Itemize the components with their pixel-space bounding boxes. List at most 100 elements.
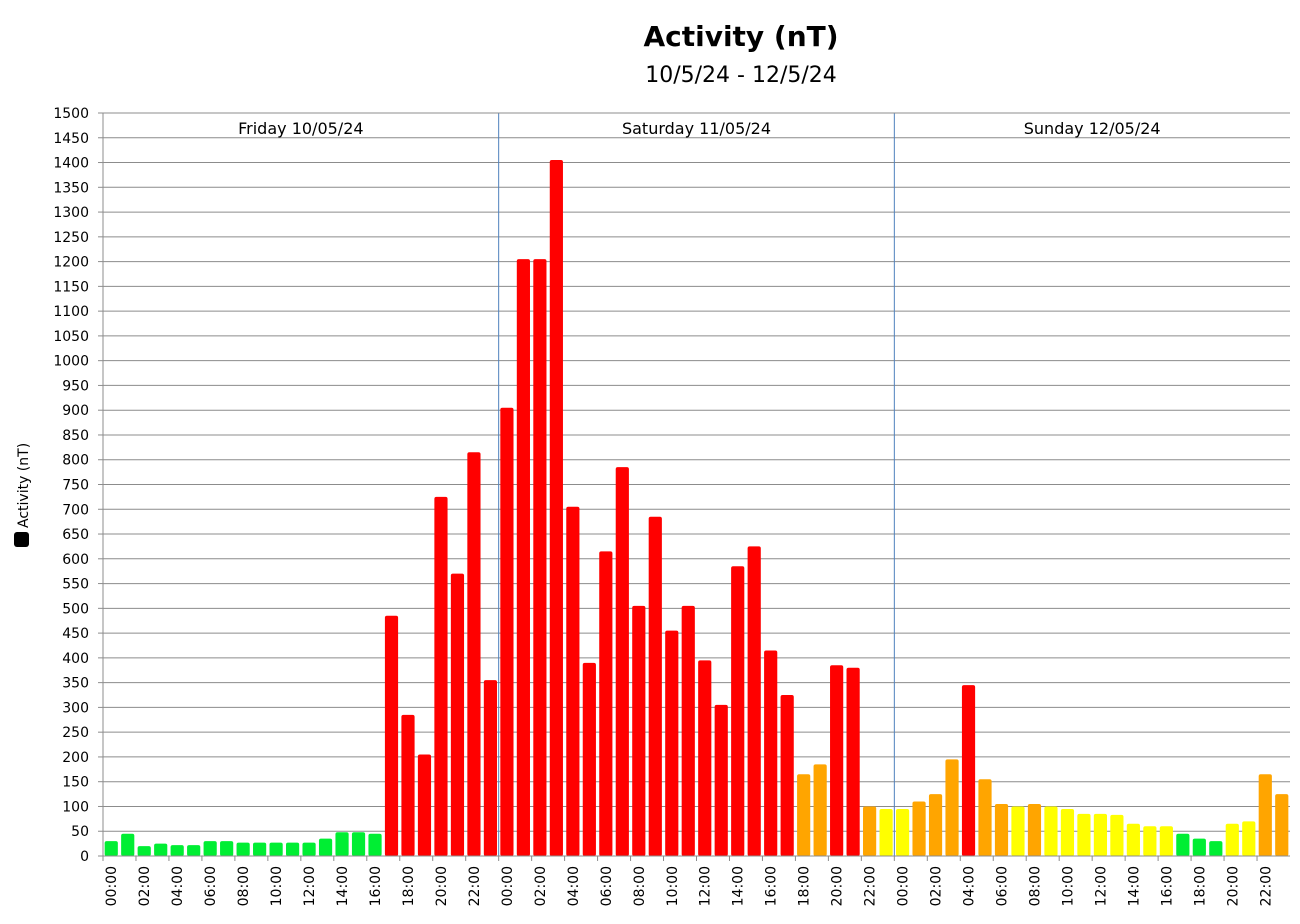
bar xyxy=(302,842,316,856)
x-tick-label: 00:00 xyxy=(500,866,516,906)
bar xyxy=(104,841,118,856)
bar xyxy=(665,630,679,856)
y-tick-label: 1200 xyxy=(53,255,89,271)
y-tick-label: 400 xyxy=(62,651,89,667)
bar xyxy=(879,808,893,856)
y-tick-label: 1300 xyxy=(53,205,89,221)
bar xyxy=(1011,806,1025,856)
y-tick-label: 600 xyxy=(62,552,89,568)
x-tick-label: 12:00 xyxy=(1093,866,1109,906)
bar xyxy=(286,842,300,856)
y-tick-label: 1400 xyxy=(53,156,89,172)
bar xyxy=(434,496,448,856)
bar xyxy=(582,662,596,856)
bar xyxy=(830,665,844,856)
x-tick-label: 20:00 xyxy=(1225,866,1241,906)
x-tick-label: 18:00 xyxy=(401,866,417,906)
y-axis-label: Activity (nT) xyxy=(16,443,32,528)
bar xyxy=(203,841,217,856)
bar xyxy=(1126,823,1140,856)
bar xyxy=(994,803,1009,856)
legend-swatch xyxy=(14,532,29,547)
bar xyxy=(533,259,547,856)
y-tick-label: 150 xyxy=(62,775,89,791)
x-tick-label: 06:00 xyxy=(203,866,219,906)
x-tick-label: 02:00 xyxy=(929,866,945,906)
bar xyxy=(516,259,530,856)
y-tick-label: 50 xyxy=(71,824,89,840)
bar xyxy=(1275,794,1289,856)
bar xyxy=(1159,826,1173,856)
day-label: Saturday 11/05/24 xyxy=(622,119,771,138)
y-tick-label: 100 xyxy=(62,799,89,815)
x-tick-label: 06:00 xyxy=(994,866,1010,906)
bar xyxy=(253,842,267,856)
bar xyxy=(500,407,514,856)
bar xyxy=(220,841,234,856)
bar xyxy=(154,843,168,856)
x-tick-label: 02:00 xyxy=(137,866,153,906)
y-tick-label: 0 xyxy=(80,849,89,865)
bar xyxy=(764,650,778,856)
bar xyxy=(813,764,827,856)
bar xyxy=(1242,821,1256,856)
y-tick-label: 800 xyxy=(62,453,89,469)
bar xyxy=(1143,826,1157,856)
y-axis-ticks: 0 50 100 150 200 250 300 350 400 450 500 550 600 650 7… xyxy=(53,106,103,865)
x-tick-label: 16:00 xyxy=(1159,866,1175,906)
bar xyxy=(978,779,992,856)
bar xyxy=(681,605,695,856)
x-tick-label: 14:00 xyxy=(1126,866,1142,906)
x-tick-label: 20:00 xyxy=(830,866,846,906)
day-label: Friday 10/05/24 xyxy=(238,119,363,138)
y-tick-label: 1050 xyxy=(53,329,89,345)
bar xyxy=(846,667,860,856)
bar xyxy=(648,516,662,856)
bar xyxy=(384,615,399,856)
y-tick-label: 500 xyxy=(62,601,89,617)
x-tick-label: 10:00 xyxy=(269,866,285,906)
x-axis-ticks: 00:00 02:00 04:00 06:00 08:00 10:00 12:00 14:00… xyxy=(102,856,1274,906)
bar xyxy=(928,794,943,856)
bar xyxy=(863,806,877,856)
bars xyxy=(104,160,1289,856)
x-tick-label: 18:00 xyxy=(797,866,813,906)
y-tick-label: 200 xyxy=(62,750,89,766)
bar xyxy=(401,714,415,856)
bar xyxy=(797,774,811,856)
x-tick-label: 08:00 xyxy=(632,866,648,906)
y-tick-label: 250 xyxy=(62,725,89,741)
bar xyxy=(961,685,976,856)
y-tick-label: 950 xyxy=(62,378,89,394)
bar xyxy=(137,846,151,856)
bar xyxy=(566,506,580,856)
bar xyxy=(1077,813,1091,856)
y-tick-label: 750 xyxy=(62,478,89,494)
bar xyxy=(483,680,498,856)
bar xyxy=(714,704,728,856)
y-tick-label: 450 xyxy=(62,626,89,642)
bar xyxy=(187,845,201,856)
bar xyxy=(912,801,926,856)
y-tick-label: 1350 xyxy=(53,180,89,196)
y-tick-label: 1450 xyxy=(53,131,89,147)
x-tick-label: 12:00 xyxy=(698,866,714,906)
x-tick-label: 22:00 xyxy=(467,866,483,906)
bar xyxy=(1176,833,1190,856)
y-tick-label: 1500 xyxy=(53,106,89,122)
bar xyxy=(269,842,283,856)
bar xyxy=(236,842,250,856)
y-tick-label: 1000 xyxy=(53,354,89,370)
bar xyxy=(615,467,629,856)
bar xyxy=(467,452,481,856)
x-tick-label: 08:00 xyxy=(236,866,252,906)
x-tick-label: 14:00 xyxy=(731,866,747,906)
day-separators xyxy=(498,113,895,856)
bar xyxy=(1093,813,1108,856)
bar xyxy=(121,833,135,856)
bar xyxy=(895,808,910,856)
bar xyxy=(1192,838,1206,856)
bar xyxy=(351,832,366,856)
bar xyxy=(698,660,712,856)
y-tick-label: 650 xyxy=(62,527,89,543)
